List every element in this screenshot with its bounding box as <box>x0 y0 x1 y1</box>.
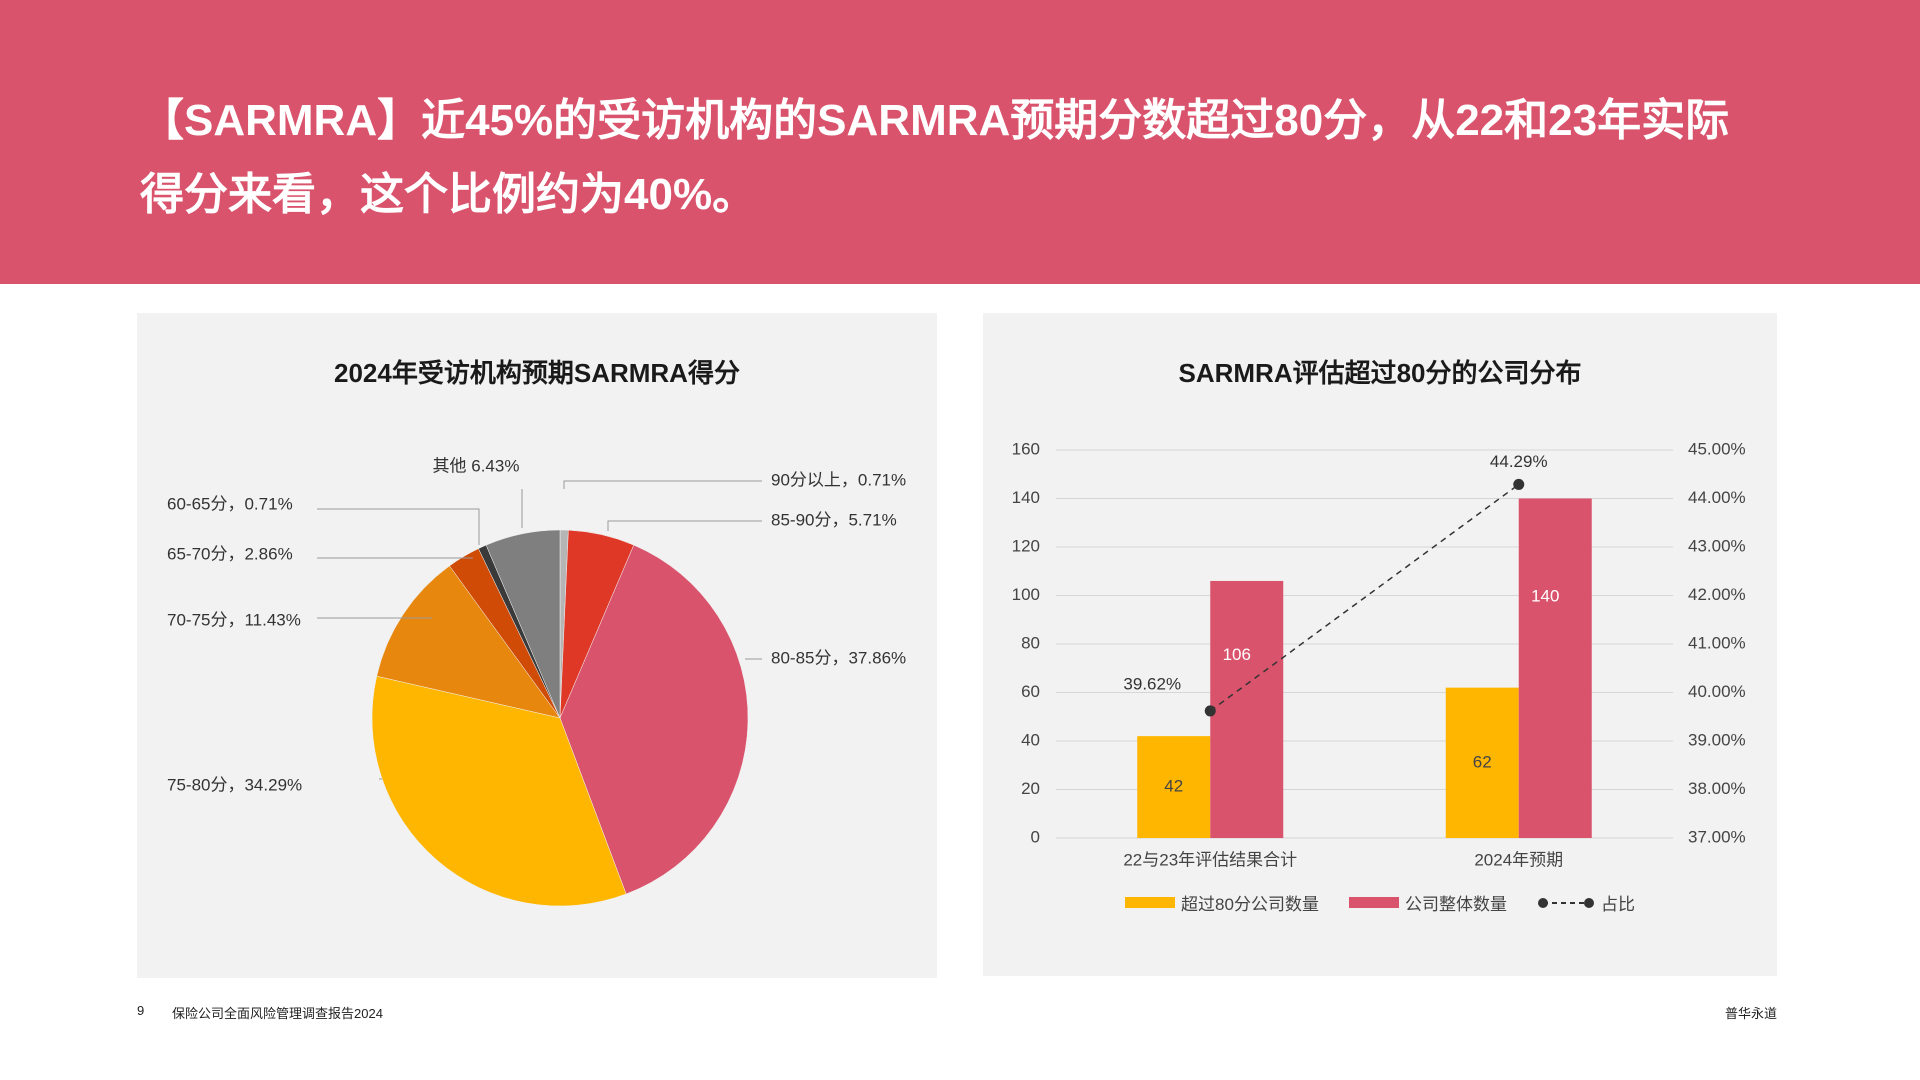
pie-slice-label: 70-75分，11.43% <box>167 610 301 629</box>
header-banner: 【SARMRA】近45%的受访机构的SARMRA预期分数超过80分，从22和23… <box>0 0 1920 284</box>
pie-slice-label: 60-65分，0.71% <box>167 494 293 513</box>
pie-slice-label: 其他 6.43% <box>433 456 520 475</box>
y-right-tick-label: 43.00% <box>1688 536 1746 555</box>
legend-label-ratio: 占比 <box>1600 895 1635 914</box>
y-right-tick-label: 44.00% <box>1688 488 1746 507</box>
legend-item-over-80: 超过80分公司数量 <box>1125 890 1319 915</box>
y-right-tick-label: 41.00% <box>1688 633 1746 652</box>
pie-slice-label: 85-90分，5.71% <box>771 510 897 529</box>
y-left-tick-label: 160 <box>1012 439 1040 458</box>
legend-swatch-pink <box>1348 897 1399 908</box>
y-left-tick-label: 60 <box>1021 682 1040 701</box>
bar <box>1137 736 1211 838</box>
y-right-tick-label: 38.00% <box>1688 779 1746 798</box>
pie-slice-label: 65-70分，2.86% <box>167 544 293 563</box>
bar-chart-title: SARMRA评估超过80分的公司分布 <box>1178 358 1582 388</box>
y-right-tick-label: 40.00% <box>1688 682 1746 701</box>
legend-dashed-line-icon <box>1537 896 1595 910</box>
pie-leader-line <box>607 520 762 531</box>
y-right-tick-label: 39.00% <box>1688 730 1746 749</box>
bar-chart: 0 37.00% 20 38.00% 40 39.00% 60 40.00% 80 41.00% 1… <box>1012 439 1746 869</box>
bar-chart-panel: SARMRA评估超过80分的公司分布 0 37.00% 20 38.00% 40 39.0… <box>983 313 1777 976</box>
legend-swatch-yellow <box>1125 897 1176 908</box>
bar-value-label: 62 <box>1473 752 1492 771</box>
pie-leader-line <box>317 508 480 545</box>
pie-slice <box>376 565 561 719</box>
y-right-tick-label: 42.00% <box>1688 585 1746 604</box>
x-axis-category-label: 2024年预期 <box>1474 850 1563 869</box>
headline-line-1: 【SARMRA】近45%的受访机构的SARMRA预期分数超过80分，从22和23… <box>140 96 1730 145</box>
pie-slice <box>371 675 627 907</box>
bar <box>1210 580 1284 838</box>
pie-chart-panel: 2024年受访机构预期SARMRA得分 90分以上，0.71% 85-90分，5.… <box>137 313 937 978</box>
pie-slice <box>485 529 561 719</box>
legend-label-over-80: 超过80分公司数量 <box>1181 895 1319 914</box>
pie-slice-label: 75-80分，34.29% <box>167 775 302 794</box>
y-left-tick-label: 0 <box>1031 827 1040 846</box>
bar <box>1518 498 1592 838</box>
ratio-line <box>1209 483 1520 712</box>
y-left-tick-label: 140 <box>1012 488 1040 507</box>
y-left-tick-label: 80 <box>1021 633 1040 652</box>
y-left-tick-label: 40 <box>1021 730 1040 749</box>
pie-chart-title: 2024年受访机构预期SARMRA得分 <box>334 358 740 388</box>
legend-item-ratio: 占比 <box>1537 890 1635 915</box>
bar-value-label: 140 <box>1531 586 1559 605</box>
headline-line-2: 得分来看，这个比例约为40%。 <box>140 170 757 219</box>
y-right-tick-label: 45.00% <box>1688 439 1746 458</box>
y-left-tick-label: 120 <box>1012 536 1040 555</box>
legend-label-total: 公司整体数量 <box>1404 895 1507 914</box>
footer-brand: 普华永道 <box>1724 1006 1777 1021</box>
pie-leader-line <box>563 480 762 489</box>
ratio-point <box>1513 478 1525 490</box>
pie-chart: 90分以上，0.71% 85-90分，5.71% 80-85分，37.86% 75-8… <box>167 456 906 907</box>
pie-slice <box>559 544 749 895</box>
legend-item-total: 公司整体数量 <box>1348 890 1507 915</box>
y-right-tick-label: 37.00% <box>1688 827 1746 846</box>
bar-chart-legend: 超过80分公司数量 公司整体数量 占比 <box>983 890 1777 915</box>
y-left-tick-label: 100 <box>1012 585 1040 604</box>
footer-report-title: 保险公司全面风险管理调查报告2024 <box>172 1006 383 1021</box>
ratio-point <box>1204 705 1216 717</box>
ratio-point-label: 44.29% <box>1490 452 1548 471</box>
bar-value-label: 106 <box>1223 645 1251 664</box>
pie-slice-label: 90分以上，0.71% <box>771 470 906 489</box>
ratio-point-label: 39.62% <box>1123 674 1181 693</box>
footer-page-number: 9 <box>137 1003 145 1018</box>
headline: 【SARMRA】近45%的受访机构的SARMRA预期分数超过80分，从22和23… <box>140 84 1800 232</box>
y-left-tick-label: 20 <box>1021 779 1040 798</box>
bar <box>1445 687 1519 838</box>
pie-slice-label: 80-85分，37.86% <box>771 648 906 667</box>
bar-value-label: 42 <box>1164 777 1183 796</box>
x-axis-category-label: 22与23年评估结果合计 <box>1123 850 1297 869</box>
